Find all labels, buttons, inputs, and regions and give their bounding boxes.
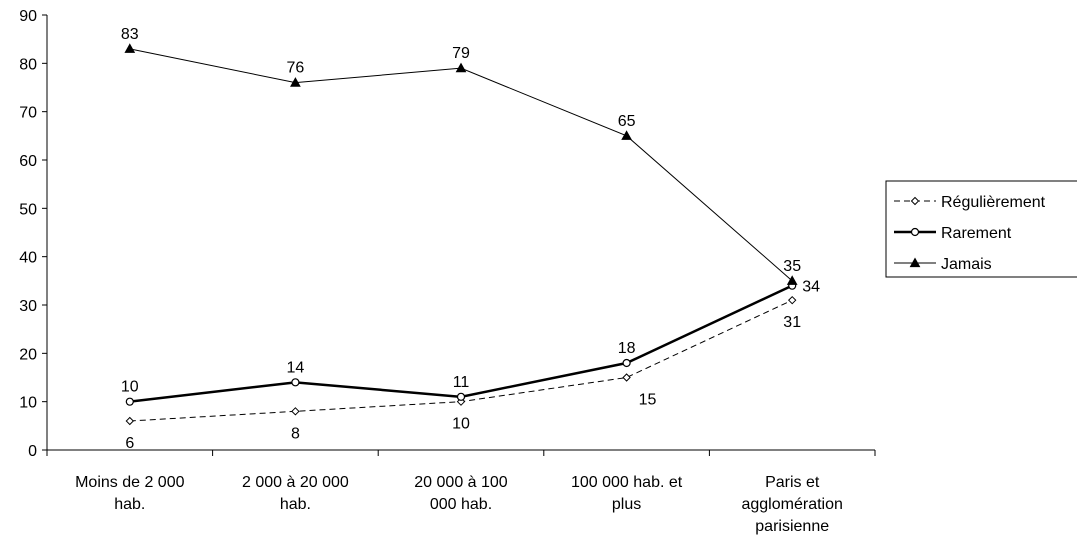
y-tick-label: 30 bbox=[19, 298, 37, 315]
y-tick-label: 20 bbox=[19, 346, 37, 363]
y-tick-label: 40 bbox=[19, 250, 37, 267]
data-point bbox=[124, 43, 136, 53]
data-label: 34 bbox=[802, 279, 820, 296]
data-label: 8 bbox=[291, 425, 300, 442]
data-point bbox=[125, 416, 135, 426]
data-point bbox=[622, 373, 631, 382]
legend-label-régulièrement: Régulièrement bbox=[941, 194, 1046, 211]
legend-label-rarement: Rarement bbox=[941, 225, 1012, 242]
data-label: 35 bbox=[783, 258, 801, 275]
y-tick-label: 90 bbox=[19, 8, 37, 25]
data-point bbox=[290, 77, 301, 87]
x-tick-label: 100 000 hab. et plus bbox=[571, 474, 683, 513]
data-label: 18 bbox=[618, 340, 636, 357]
data-point bbox=[456, 392, 466, 401]
data-point bbox=[786, 275, 798, 285]
y-tick-label: 50 bbox=[19, 201, 37, 218]
data-label: 76 bbox=[287, 60, 305, 77]
legend-marker bbox=[909, 257, 921, 268]
data-label: 79 bbox=[452, 45, 470, 62]
y-tick-label: 70 bbox=[19, 105, 37, 122]
data-labels: 6 8 10 15 31 10 14 11 18 34 83 76 79 65 35 bbox=[121, 26, 820, 452]
y-tick-label: 60 bbox=[19, 153, 37, 170]
data-label: 15 bbox=[639, 392, 657, 409]
legend-box bbox=[885, 180, 1077, 278]
data-point bbox=[455, 62, 467, 73]
data-point bbox=[125, 397, 134, 406]
data-label: 83 bbox=[121, 26, 139, 43]
y-tick-label: 80 bbox=[19, 56, 37, 73]
data-label: 65 bbox=[618, 113, 636, 130]
data-point bbox=[787, 295, 797, 305]
data-point bbox=[291, 378, 300, 387]
x-tick-label: 2 000 à 20 000 hab. bbox=[242, 474, 349, 513]
data-label: 11 bbox=[453, 374, 470, 391]
legend-marker bbox=[910, 196, 920, 206]
data-label: 10 bbox=[452, 416, 470, 433]
data-point bbox=[621, 130, 632, 140]
series-lines bbox=[124, 43, 798, 426]
data-point bbox=[622, 358, 631, 368]
x-tick-label: Paris et agglomération parisienne bbox=[741, 474, 842, 535]
legend-marker bbox=[910, 227, 920, 237]
legend-label-jamais: Jamais bbox=[941, 256, 992, 273]
legend: Régulièrement Rarement Jamais bbox=[885, 180, 1077, 278]
chart-axes: 0 10 20 30 40 50 60 70 80 90 Moins de 2 000 hab. 2 0… bbox=[19, 8, 876, 535]
data-label: 10 bbox=[121, 379, 139, 396]
series-line-jamais bbox=[129, 48, 793, 282]
data-label: 6 bbox=[125, 435, 134, 452]
x-tick-label: 20 000 à 100 000 hab. bbox=[414, 474, 508, 513]
y-tick-label: 10 bbox=[19, 395, 37, 412]
data-label: 31 bbox=[783, 314, 801, 331]
data-label: 14 bbox=[287, 359, 305, 376]
x-tick-label: Moins de 2 000 hab. bbox=[75, 474, 185, 513]
data-point bbox=[291, 407, 300, 416]
y-tick-label: 0 bbox=[28, 443, 37, 460]
